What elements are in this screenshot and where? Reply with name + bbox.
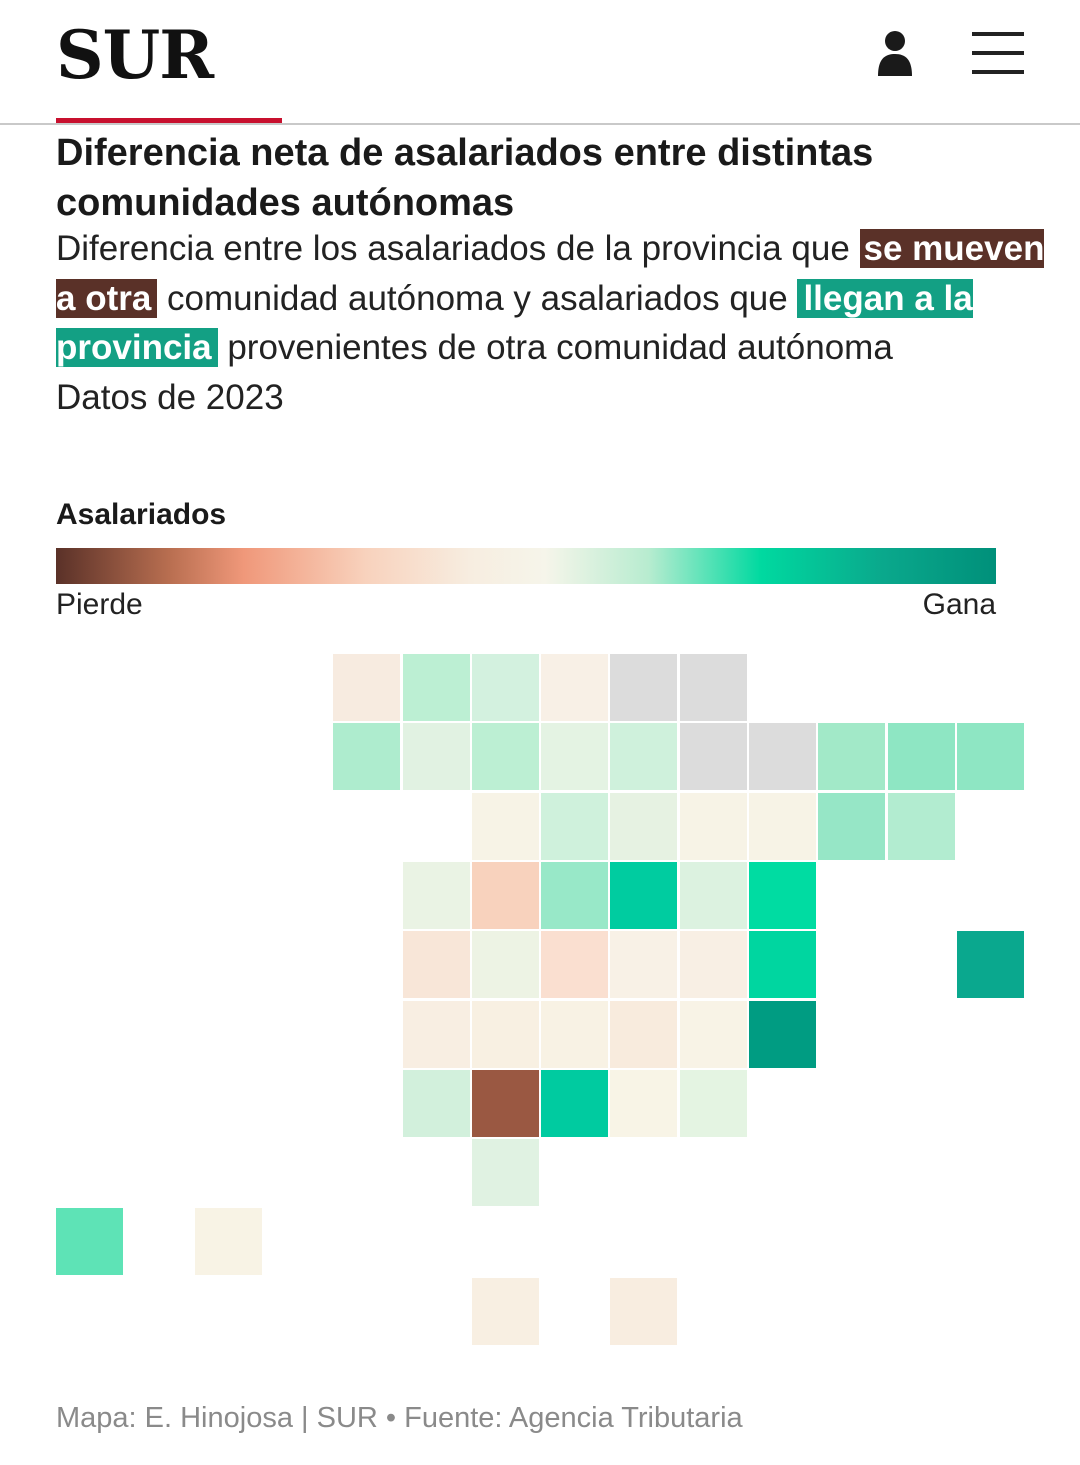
province-tile[interactable] (957, 931, 1024, 998)
province-tile[interactable] (610, 793, 677, 860)
province-tile[interactable] (610, 1278, 677, 1345)
site-header: SUR (0, 0, 1080, 125)
legend-color-scale (56, 548, 996, 584)
province-tile[interactable] (56, 1208, 123, 1275)
province-tile[interactable] (333, 723, 400, 790)
province-tile[interactable] (610, 1070, 677, 1137)
province-tile[interactable] (541, 654, 608, 721)
province-tile[interactable] (472, 862, 539, 929)
province-tile[interactable] (541, 931, 608, 998)
province-tile[interactable] (749, 862, 816, 929)
province-tile[interactable] (957, 723, 1024, 790)
legend-right-label: Gana (922, 588, 996, 621)
subtitle-text-3: provenientes de otra comunidad autónoma (217, 328, 893, 367)
province-tile[interactable] (818, 793, 885, 860)
province-tile[interactable] (680, 1070, 747, 1137)
data-year: Datos de 2023 (56, 377, 284, 417)
province-tile[interactable] (680, 1001, 747, 1068)
province-tile[interactable] (610, 1001, 677, 1068)
province-tile[interactable] (749, 1001, 816, 1068)
province-tile[interactable] (403, 931, 470, 998)
province-tile[interactable] (888, 723, 955, 790)
province-tile[interactable] (472, 723, 539, 790)
province-tile[interactable] (749, 793, 816, 860)
province-tile[interactable] (610, 723, 677, 790)
province-tile[interactable] (541, 1070, 608, 1137)
province-tile[interactable] (403, 862, 470, 929)
province-tile[interactable] (749, 723, 816, 790)
province-tile[interactable] (680, 931, 747, 998)
province-tile[interactable] (403, 654, 470, 721)
province-tile[interactable] (541, 793, 608, 860)
province-tile[interactable] (680, 862, 747, 929)
province-tile[interactable] (680, 793, 747, 860)
province-tile[interactable] (472, 1070, 539, 1137)
province-tile[interactable] (610, 931, 677, 998)
province-tile[interactable] (403, 1001, 470, 1068)
province-tile[interactable] (680, 723, 747, 790)
province-tile[interactable] (472, 1278, 539, 1345)
chart-title: Diferencia neta de asalariados entre dis… (56, 132, 874, 224)
province-tile[interactable] (680, 654, 747, 721)
province-tile[interactable] (610, 862, 677, 929)
legend-title: Asalariados (56, 498, 227, 531)
province-tile[interactable] (195, 1208, 262, 1275)
subtitle-text-1: Diferencia entre los asalariados de la p… (56, 229, 860, 268)
province-tile[interactable] (610, 654, 677, 721)
source-credit: Mapa: E. Hinojosa | SUR • Fuente: Agenci… (56, 1402, 743, 1434)
province-tile[interactable] (888, 793, 955, 860)
province-tile[interactable] (472, 1139, 539, 1206)
legend-left-label: Pierde (56, 588, 143, 621)
province-tile[interactable] (541, 1001, 608, 1068)
logo-underline (56, 118, 282, 123)
hamburger-menu-icon[interactable] (972, 30, 1024, 76)
province-tile[interactable] (541, 862, 608, 929)
province-tile[interactable] (333, 654, 400, 721)
sur-logo[interactable]: SUR (56, 16, 214, 94)
province-tile[interactable] (749, 931, 816, 998)
province-tile[interactable] (403, 723, 470, 790)
province-tile[interactable] (541, 723, 608, 790)
province-tile[interactable] (403, 1070, 470, 1137)
province-tile[interactable] (472, 654, 539, 721)
province-tile[interactable] (472, 793, 539, 860)
chart-subtitle: Diferencia entre los asalariados de la p… (56, 224, 1046, 422)
user-account-icon[interactable] (876, 30, 914, 76)
province-tile[interactable] (818, 723, 885, 790)
subtitle-text-2: comunidad autónoma y asalariados que (157, 278, 798, 318)
province-tile[interactable] (472, 931, 539, 998)
province-tile[interactable] (472, 1001, 539, 1068)
